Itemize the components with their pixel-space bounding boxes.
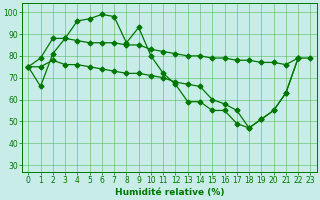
X-axis label: Humidité relative (%): Humidité relative (%) bbox=[115, 188, 224, 197]
